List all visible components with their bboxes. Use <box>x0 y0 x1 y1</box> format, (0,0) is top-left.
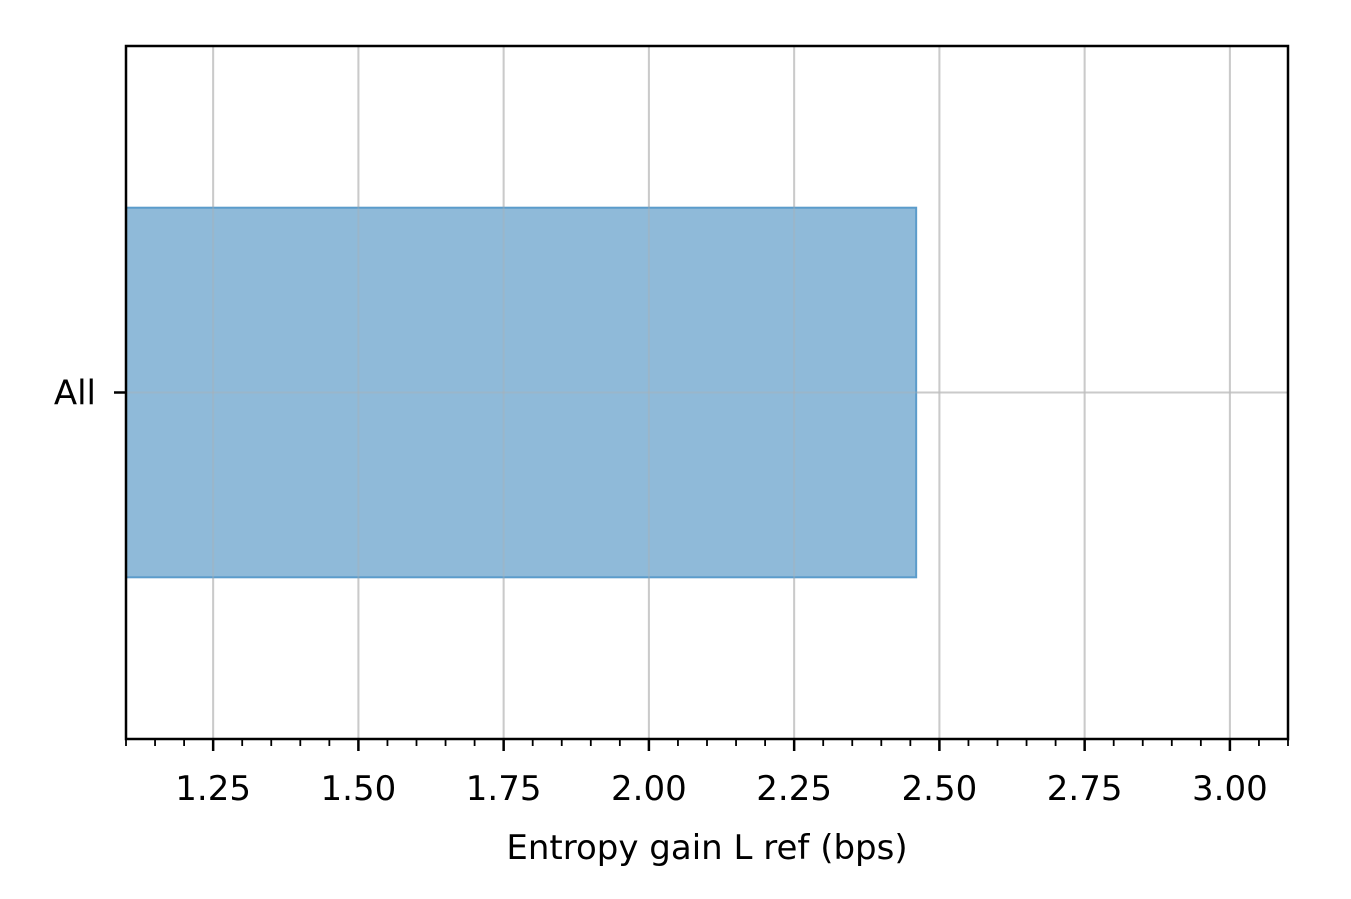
x-tick-label: 2.25 <box>756 769 832 809</box>
y-tick-label: All <box>54 374 96 414</box>
x-tick-label: 1.50 <box>321 769 397 809</box>
bar-all <box>125 206 918 579</box>
x-tick-label: 2.75 <box>1047 769 1123 809</box>
x-axis-label: Entropy gain L ref (bps) <box>506 828 907 868</box>
x-tick-label: 1.75 <box>466 769 542 809</box>
x-tick-label: 3.00 <box>1192 769 1268 809</box>
x-tick-label: 2.50 <box>902 769 978 809</box>
x-tick-label: 1.25 <box>175 769 251 809</box>
bars <box>125 206 918 579</box>
axis-ticks: 1.25 1.50 1.75 2.00 2.25 2.50 2.75 3.00 All <box>54 374 1289 809</box>
grid-lines-over-bars <box>126 46 1288 739</box>
x-tick-label: 2.00 <box>611 769 687 809</box>
